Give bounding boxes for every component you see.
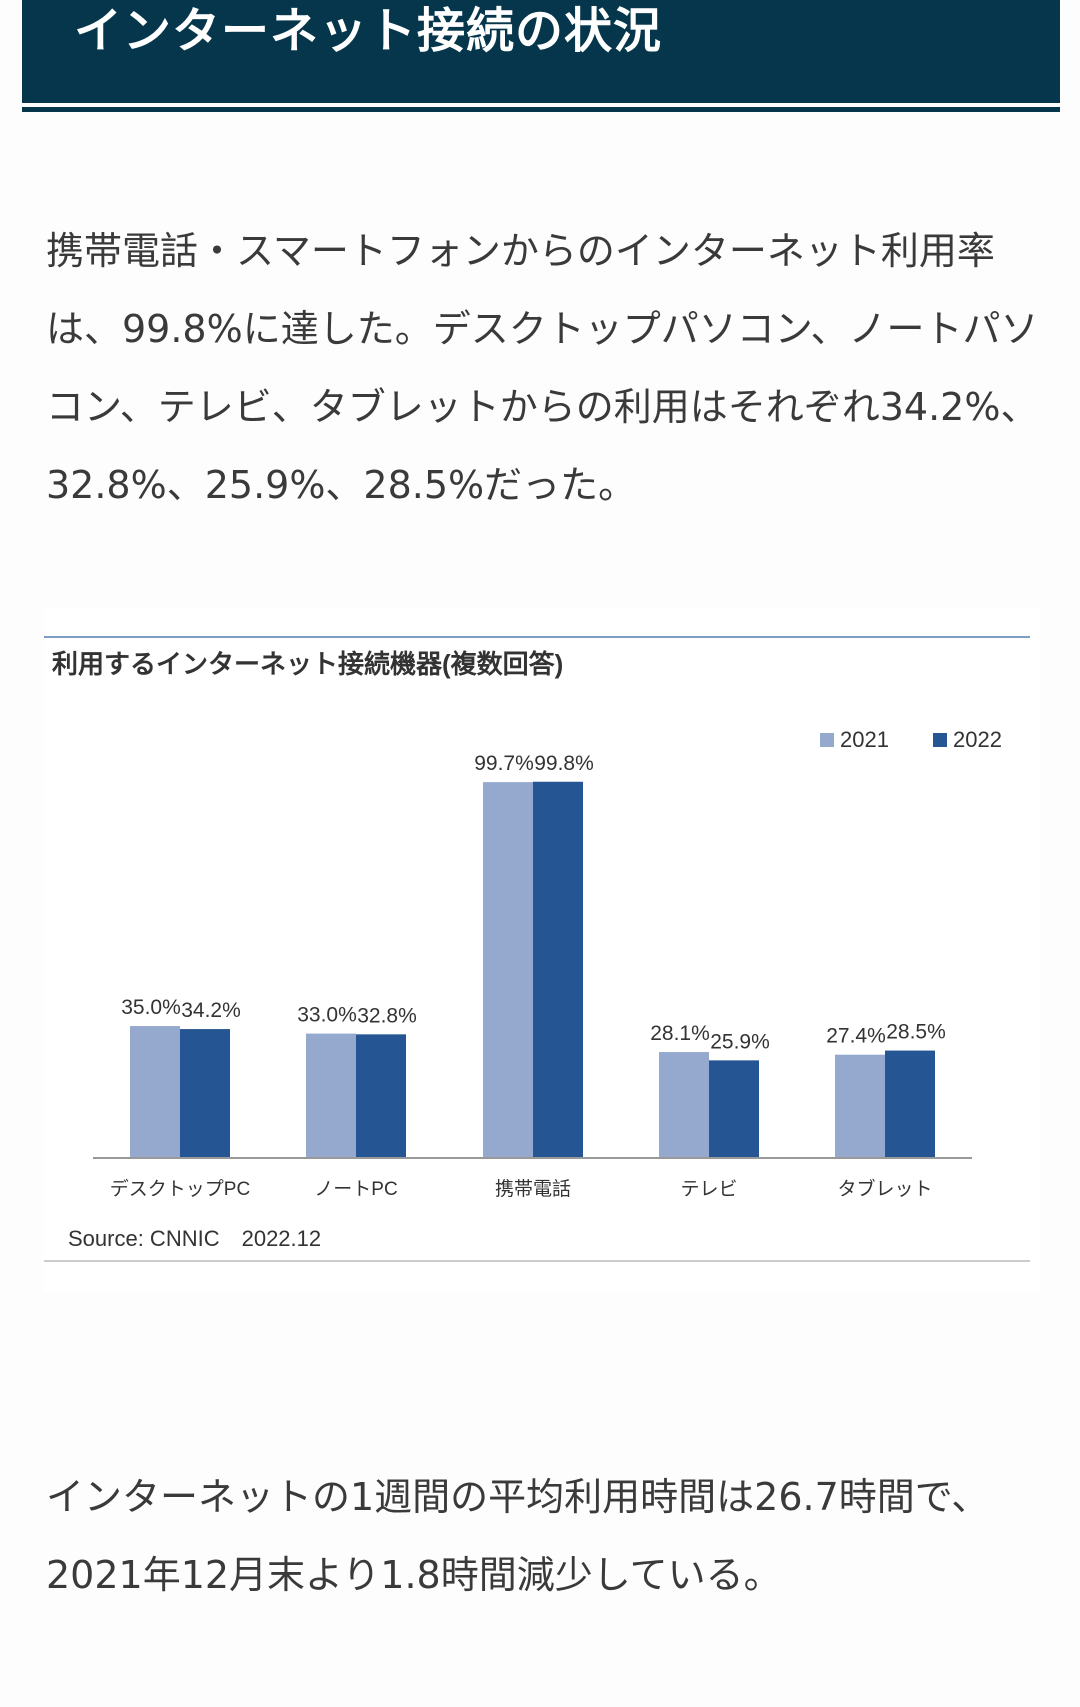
legend-swatch-2021 — [820, 733, 834, 747]
data-label-2022-0: 34.2% — [181, 999, 241, 1022]
data-label-2021-3: 28.1% — [650, 1022, 710, 1045]
category-label: デスクトップPC — [110, 1178, 250, 1200]
legend-label-2021: 2021 — [840, 727, 889, 752]
section-header: インターネット接続の状況 — [22, 0, 1060, 103]
category-label: 携帯電話 — [495, 1178, 571, 1200]
data-label-2021-4: 27.4% — [826, 1025, 886, 1048]
bar-2022-3 — [709, 1060, 759, 1158]
data-label-2021-0: 35.0% — [121, 996, 181, 1019]
category-label: ノートPC — [314, 1179, 397, 1200]
usage-time-paragraph: インターネットの1週間の平均利用時間は26.7時間で、2021年12月末より1.… — [46, 1475, 990, 1597]
data-label-2022-4: 28.5% — [886, 1021, 946, 1044]
device-usage-chart: 利用するインターネット接続機器(複数回答) 2021 2022 35.0% 34.… — [44, 607, 1040, 1293]
intro-paragraph: 携帯電話・スマートフォンからのインターネット利用率は、99.8%に達した。デスク… — [46, 229, 1039, 507]
header-divider — [22, 107, 1060, 112]
category-label: テレビ — [680, 1178, 737, 1200]
bar-2021-3 — [659, 1052, 709, 1158]
data-label-2021-1: 33.0% — [297, 1004, 357, 1027]
bar-2021-0 — [130, 1026, 180, 1158]
data-label-2021-2: 99.7% — [474, 752, 534, 775]
chart-title: 利用するインターネット接続機器(複数回答) — [52, 649, 563, 679]
chart-svg: 利用するインターネット接続機器(複数回答) 2021 2022 35.0% 34.… — [44, 636, 1030, 1262]
bar-2022-4 — [885, 1050, 935, 1158]
data-label-2022-1: 32.8% — [357, 1004, 417, 1027]
bar-2022-1 — [356, 1034, 406, 1158]
legend-swatch-2022 — [933, 733, 947, 747]
section-title: インターネット接続の状況 — [74, 3, 663, 59]
category-label: タブレット — [837, 1177, 932, 1200]
chart-source: Source: CNNIC 2022.12 — [68, 1226, 321, 1251]
bar-2021-1 — [306, 1033, 356, 1158]
legend-label-2022: 2022 — [953, 727, 1002, 752]
bar-2021-4 — [835, 1054, 885, 1158]
data-label-2022-2: 99.8% — [534, 752, 594, 775]
data-label-2022-3: 25.9% — [710, 1030, 770, 1053]
bar-2022-0 — [180, 1029, 230, 1158]
bar-2021-2 — [483, 782, 533, 1158]
bar-2022-2 — [533, 781, 583, 1158]
